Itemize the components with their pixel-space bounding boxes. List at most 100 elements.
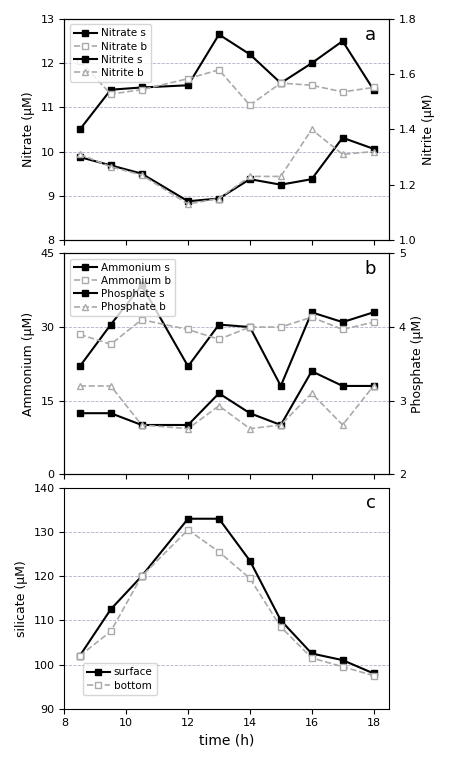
Ammonium s xyxy=(371,307,376,317)
surface xyxy=(309,649,315,658)
Phosphate s xyxy=(139,420,144,430)
Nitrate b xyxy=(340,87,345,96)
bottom xyxy=(108,627,113,636)
Nitrite b xyxy=(216,194,222,203)
Y-axis label: Phosphate (μM): Phosphate (μM) xyxy=(411,315,424,413)
Line: Ammonium s: Ammonium s xyxy=(76,282,377,389)
bottom xyxy=(77,651,82,660)
Nitrite s xyxy=(247,175,252,184)
Ammonium s xyxy=(108,320,113,329)
Nitrate b xyxy=(185,74,191,83)
Nitrate b xyxy=(278,79,284,88)
Ammonium b xyxy=(185,325,191,334)
Ammonium b xyxy=(309,313,315,322)
Nitrite s xyxy=(77,153,82,162)
bottom xyxy=(309,653,315,662)
Phosphate b xyxy=(371,382,376,391)
Nitrate b xyxy=(309,81,315,90)
Ammonium s xyxy=(247,323,252,332)
Phosphate b xyxy=(108,382,113,391)
Nitrate s xyxy=(309,59,315,68)
Line: Nitrite b: Nitrite b xyxy=(76,126,377,208)
bottom xyxy=(216,547,222,556)
Line: surface: surface xyxy=(76,515,377,677)
Nitrate s xyxy=(77,125,82,134)
Line: Nitrite s: Nitrite s xyxy=(76,134,377,204)
Phosphate s xyxy=(247,409,252,418)
Nitrate s xyxy=(247,50,252,59)
Nitrate b xyxy=(77,56,82,66)
Phosphate s xyxy=(108,409,113,418)
surface xyxy=(108,605,113,614)
Nitrite s xyxy=(340,134,345,143)
Nitrite s xyxy=(139,169,144,179)
Nitrate b xyxy=(216,65,222,74)
Nitrate s xyxy=(340,37,345,46)
Y-axis label: silicate (μM): silicate (μM) xyxy=(15,560,28,636)
Phosphate s xyxy=(278,420,284,430)
Text: c: c xyxy=(366,494,376,513)
Text: b: b xyxy=(364,260,376,278)
Nitrite b xyxy=(340,150,345,159)
Phosphate b xyxy=(247,424,252,433)
bottom xyxy=(185,525,191,534)
Nitrate s xyxy=(278,79,284,88)
Ammonium b xyxy=(340,325,345,334)
Phosphate s xyxy=(185,420,191,430)
surface xyxy=(340,655,345,665)
Phosphate s xyxy=(340,382,345,391)
bottom xyxy=(340,662,345,671)
Line: bottom: bottom xyxy=(76,526,377,679)
Ammonium b xyxy=(77,330,82,339)
surface xyxy=(216,514,222,523)
Ammonium s xyxy=(278,382,284,391)
Nitrite b xyxy=(108,163,113,172)
Phosphate b xyxy=(340,420,345,430)
surface xyxy=(185,514,191,523)
Line: Nitrate b: Nitrate b xyxy=(76,57,377,108)
surface xyxy=(247,556,252,565)
Nitrite s xyxy=(185,197,191,206)
Nitrate s xyxy=(108,85,113,95)
bottom xyxy=(371,671,376,680)
Legend: Ammonium s, Ammonium b, Phosphate s, Phosphate b: Ammonium s, Ammonium b, Phosphate s, Pho… xyxy=(70,259,175,317)
Nitrite b xyxy=(309,125,315,134)
Phosphate b xyxy=(185,424,191,433)
Phosphate s xyxy=(216,388,222,398)
Nitrate b xyxy=(139,85,144,95)
bottom xyxy=(139,571,144,581)
Nitrate s xyxy=(185,81,191,90)
Ammonium b xyxy=(139,315,144,324)
Legend: Nitrate s, Nitrate b, Nitrite s, Nitrite b: Nitrate s, Nitrate b, Nitrite s, Nitrite… xyxy=(70,24,151,82)
Y-axis label: Nitrate (μM): Nitrate (μM) xyxy=(22,92,35,167)
Text: a: a xyxy=(365,26,376,43)
surface xyxy=(278,616,284,625)
Nitrate s xyxy=(371,85,376,95)
Ammonium s xyxy=(185,362,191,371)
Phosphate s xyxy=(309,367,315,376)
Legend: surface, bottom: surface, bottom xyxy=(83,663,157,694)
Nitrate b xyxy=(247,101,252,110)
bottom xyxy=(247,574,252,583)
Nitrite b xyxy=(185,199,191,208)
Ammonium s xyxy=(216,320,222,329)
Phosphate s xyxy=(77,409,82,418)
Line: Nitrate s: Nitrate s xyxy=(76,31,377,133)
X-axis label: time (h): time (h) xyxy=(199,734,254,748)
Nitrate s xyxy=(139,83,144,92)
Phosphate b xyxy=(77,382,82,391)
Ammonium s xyxy=(77,362,82,371)
Nitrite s xyxy=(216,194,222,203)
Phosphate b xyxy=(216,401,222,410)
Nitrite s xyxy=(371,144,376,153)
Ammonium b xyxy=(278,323,284,332)
Ammonium b xyxy=(216,335,222,344)
Phosphate b xyxy=(278,420,284,430)
Y-axis label: Nitrite (μM): Nitrite (μM) xyxy=(422,94,435,165)
Ammonium b xyxy=(371,317,376,327)
Y-axis label: Ammonium (μM): Ammonium (μM) xyxy=(22,312,35,416)
Ammonium s xyxy=(139,281,144,290)
Nitrite b xyxy=(77,150,82,159)
Nitrite b xyxy=(139,170,144,179)
Nitrate b xyxy=(108,89,113,98)
